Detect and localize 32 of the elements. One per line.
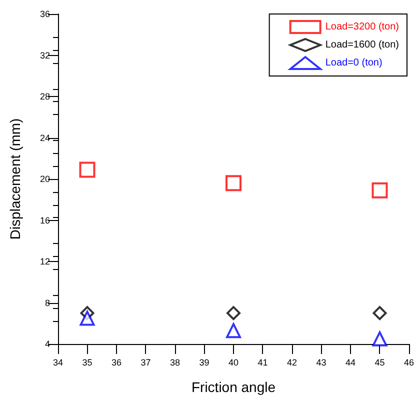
y-tick-label: 28 <box>40 92 50 102</box>
x-tick-label: 40 <box>228 358 239 368</box>
x-tick-label: 36 <box>111 358 122 368</box>
x-tick-label: 38 <box>170 358 180 368</box>
x-tick-label: 34 <box>52 358 64 368</box>
point <box>372 306 387 320</box>
point <box>372 331 388 346</box>
point <box>226 306 240 320</box>
point <box>225 175 242 192</box>
x-tick-label: 43 <box>316 358 326 368</box>
x-tick-label: 45 <box>374 358 385 368</box>
y-tick-label: 36 <box>40 9 50 19</box>
point <box>79 162 96 178</box>
x-tick-label: 37 <box>140 358 151 368</box>
x-tick-label: 35 <box>82 358 92 368</box>
y-tick-label: 20 <box>40 174 50 184</box>
y-tick-label: 32 <box>40 50 50 60</box>
x-tick-label: 42 <box>286 358 298 368</box>
x-tick-label: 46 <box>404 358 414 368</box>
legend-label: Load=3200 (ton) <box>325 22 399 32</box>
y-tick-label: 24 <box>40 132 50 143</box>
y-axis-title: Displacement (mm) <box>7 118 23 240</box>
legend-label: Load=1600 (ton) <box>325 40 399 50</box>
legend-label: Load=0 (ton) <box>325 58 382 68</box>
point <box>372 182 388 198</box>
x-tick-label: 39 <box>199 358 210 368</box>
x-tick-label: 44 <box>345 358 356 368</box>
y-tick-label: 12 <box>40 256 50 266</box>
x-axis-title: Friction angle <box>191 379 276 395</box>
x-tick-label: 41 <box>258 358 268 368</box>
point <box>80 310 95 326</box>
point <box>226 323 241 338</box>
